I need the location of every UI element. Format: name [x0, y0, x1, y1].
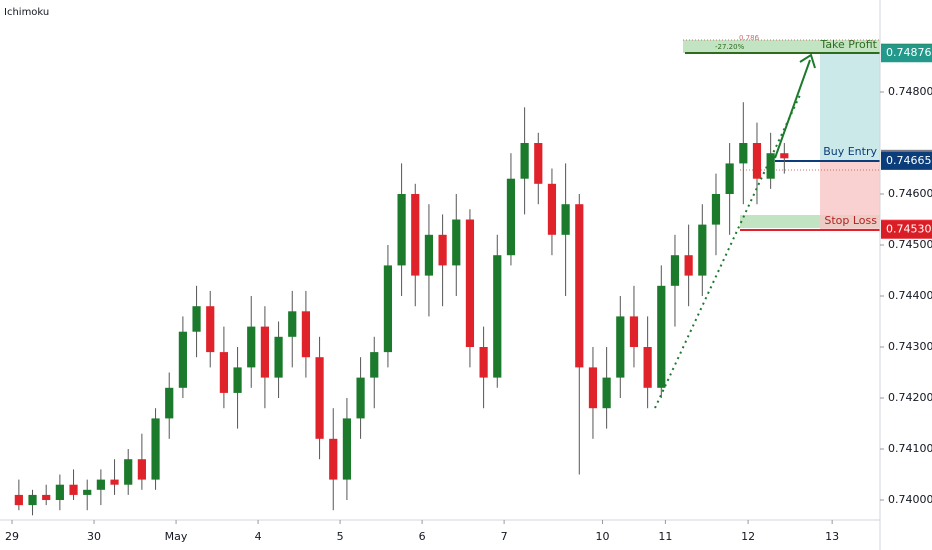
y-tick-label: 0.74500: [888, 238, 932, 251]
candle-body: [452, 219, 461, 266]
risk-box: [820, 161, 880, 230]
candle-body: [479, 347, 488, 378]
price-label-box: [881, 220, 932, 239]
candle-body: [178, 331, 187, 388]
buy-entry-label: Buy Entry: [823, 145, 877, 158]
x-tick-label: 11: [658, 530, 672, 543]
candle-body: [288, 311, 297, 337]
price-label-box: [881, 44, 932, 63]
candles: [14, 102, 789, 516]
candle-body: [616, 316, 625, 378]
y-tick-label: 0.74800: [888, 85, 932, 98]
candle-body: [711, 194, 721, 225]
candle-body: [14, 494, 23, 506]
candle-body: [301, 311, 311, 358]
y-tick-label: 0.74200: [888, 391, 932, 404]
candle-body: [547, 183, 557, 235]
candle-body: [83, 489, 92, 495]
candle-body: [42, 494, 51, 501]
x-tick-label: 5: [337, 530, 344, 543]
candle-body: [424, 234, 434, 276]
candle-body: [315, 357, 324, 439]
x-tick-label: 4: [255, 530, 262, 543]
candle-body: [206, 306, 215, 353]
candle-body: [643, 347, 652, 388]
candle-body: [575, 204, 584, 368]
candle-body: [274, 336, 283, 378]
candle-body: [383, 265, 393, 353]
candle-body: [520, 143, 529, 179]
candle-body: [370, 352, 379, 378]
price-label: 0.74530: [886, 223, 932, 236]
candle-body: [438, 234, 447, 266]
y-tick-label: 0.74100: [888, 442, 932, 455]
candle-body: [69, 484, 78, 495]
candle-body: [233, 367, 242, 393]
candle-body: [588, 367, 598, 409]
candle-body: [752, 143, 762, 179]
candle-body: [329, 438, 338, 480]
candle-body: [780, 153, 789, 159]
candle-body: [739, 143, 748, 164]
candle-body: [342, 418, 352, 480]
candle-body: [192, 306, 201, 332]
reward-box: [820, 53, 880, 161]
candle-body: [465, 219, 475, 348]
x-tick-label: 6: [419, 530, 426, 543]
candle-body: [506, 178, 516, 256]
candle-body: [766, 153, 775, 179]
candle-body: [28, 494, 37, 506]
y-tick-label: 0.74600: [888, 187, 932, 200]
take-profit-zone: [683, 40, 880, 53]
x-tick-label: 12: [741, 530, 755, 543]
stop-loss-label: Stop Loss: [824, 214, 877, 227]
candle-body: [602, 377, 611, 409]
candle-body: [698, 224, 707, 276]
price-label: 0.74876: [886, 46, 932, 59]
fib-label: 0.786: [739, 34, 760, 42]
candle-body: [411, 194, 420, 276]
candle-body: [684, 255, 693, 276]
candle-body: [55, 484, 64, 501]
drawings: [654, 53, 816, 409]
candle-body: [561, 204, 570, 235]
y-tick-label: 0.74400: [888, 289, 932, 302]
candle-body: [493, 255, 502, 378]
candle-body: [219, 352, 228, 393]
candle-body: [151, 418, 160, 480]
y-tick-label: 0.74000: [888, 493, 932, 506]
zones: [683, 39, 880, 231]
candle-body: [397, 194, 406, 266]
candle-body: [534, 143, 543, 184]
x-tick-label: 13: [825, 530, 839, 543]
indicator-label: Ichimoku: [4, 7, 49, 18]
candle-body: [725, 163, 734, 195]
x-tick-label: May: [165, 530, 188, 543]
arrow: [774, 59, 811, 159]
fib-percent: -27.20%: [715, 43, 745, 51]
x-tick-label: 30: [87, 530, 101, 543]
candle-body: [137, 459, 146, 480]
arrow-head: [799, 53, 816, 69]
candle-body: [247, 326, 256, 368]
candle-body: [124, 459, 133, 485]
candle-body: [110, 479, 119, 485]
price-label: 0.74665: [886, 154, 932, 167]
x-tick-label: 29: [5, 530, 19, 543]
candle-body: [629, 316, 639, 348]
candle-body: [165, 387, 174, 419]
price-label-box: [881, 151, 932, 170]
candle-body: [96, 479, 105, 490]
candle-body: [670, 255, 680, 286]
x-tick-label: 10: [596, 530, 610, 543]
candle-body: [356, 377, 365, 419]
candle-body: [657, 285, 666, 388]
candle-body: [260, 326, 270, 378]
take-profit-label: Take Profit: [819, 38, 877, 51]
axes: 0.74000 0.74100 0.74200 0.74300 0.74400 0.745…: [5, 43, 932, 543]
x-tick-label: 7: [501, 530, 508, 543]
y-tick-label: 0.74300: [888, 340, 932, 353]
